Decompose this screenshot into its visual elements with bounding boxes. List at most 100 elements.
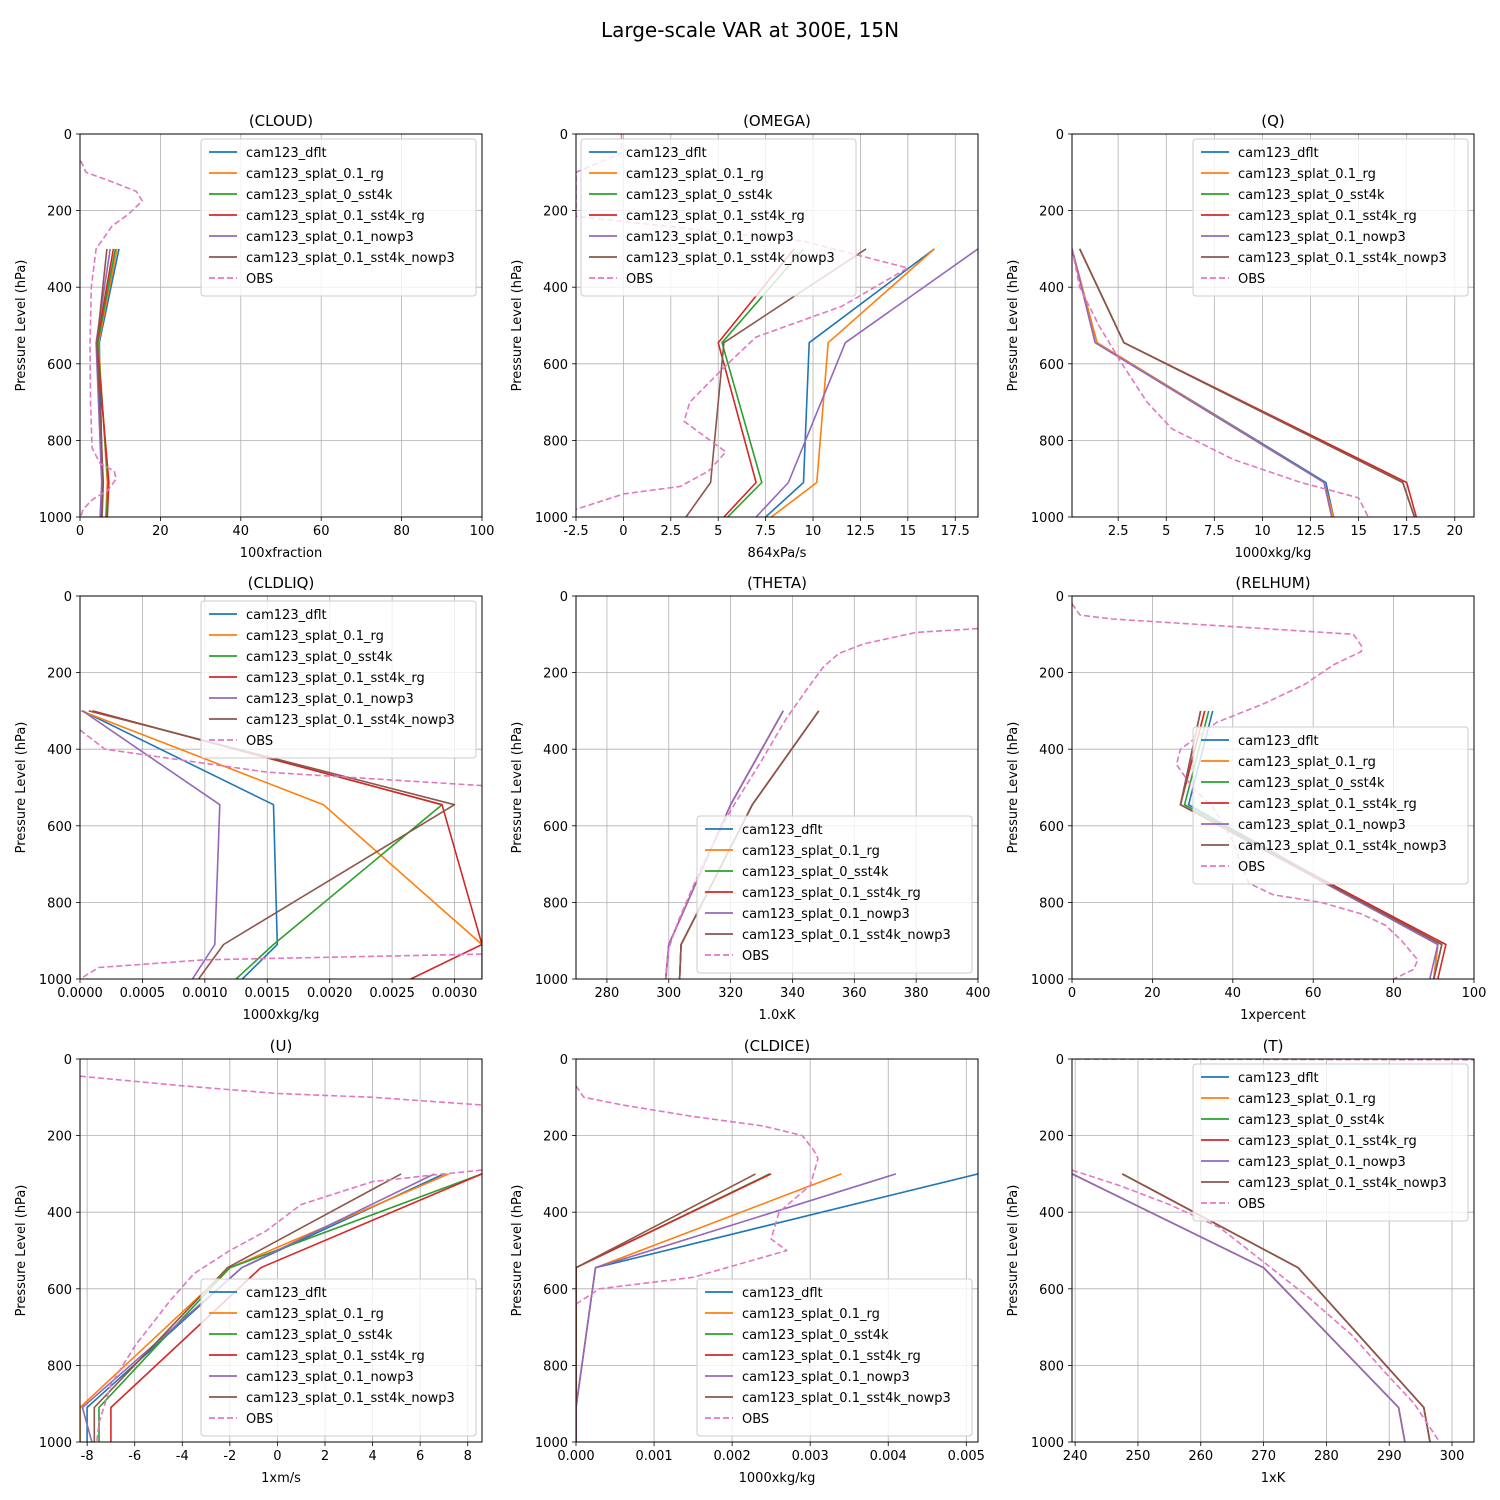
x-tick-label: 8 (464, 1449, 472, 1464)
y-tick-label: 600 (543, 358, 568, 373)
chart-panel-4: 0.0000 0.0005 0.0010 0.0015 0.0020 0.0025 0.00… (14, 574, 483, 1023)
y-tick-label: 200 (47, 667, 72, 682)
figure-title: Large-scale VAR at 300E, 15N (601, 18, 899, 42)
legend-entry: cam123_splat_0.1_sst4k_nowp3 (742, 928, 951, 943)
series-line-obs (664, 627, 978, 979)
series-group (80, 1075, 482, 1442)
y-tick-label: 1000 (535, 1436, 568, 1451)
legend: cam123_dflt cam123_splat_0.1_rg cam123_spl… (1192, 138, 1469, 297)
x-tick-label: 0.002 (714, 1449, 751, 1464)
legend-entry: cam123_splat_0.1_nowp3 (1238, 230, 1406, 245)
y-tick-label: 400 (1039, 1206, 1064, 1221)
legend-entry: cam123_splat_0.1_rg (742, 1307, 880, 1322)
legend-entry: cam123_splat_0.1_nowp3 (742, 907, 910, 922)
series-line-cam123-splat-0-1-nowp3 (95, 248, 111, 517)
legend-entry: cam123_splat_0.1_nowp3 (246, 692, 414, 707)
series-line-obs (80, 160, 144, 517)
legend-entry: cam123_splat_0.1_sst4k_nowp3 (626, 251, 835, 266)
series-line-cam123-splat-0-sst4k (98, 1173, 482, 1442)
x-tick-label: 0 (1068, 986, 1076, 1001)
series-line-cam123-splat-0-1-nowp3 (755, 248, 978, 517)
x-axis-label: 1xK (1261, 1471, 1286, 1486)
x-tick-label: 7.5 (1204, 524, 1225, 539)
y-tick-label: 800 (47, 434, 72, 449)
y-tick-label: 200 (1039, 1130, 1064, 1145)
x-tick-label: 6 (416, 1449, 424, 1464)
legend-entry: cam123_dflt (246, 1286, 327, 1301)
x-tick-label: 300 (1440, 1449, 1465, 1464)
x-tick-label: 40 (1225, 986, 1242, 1001)
x-tick-label: 320 (718, 986, 743, 1001)
x-tick-label: 340 (780, 986, 805, 1001)
axes-frame (79, 595, 483, 980)
legend-entry: cam123_dflt (742, 823, 823, 838)
legend-entry: cam123_splat_0.1_sst4k_nowp3 (742, 1391, 951, 1406)
series-line-cam123-splat-0-1-sst4k-nowp3 (1078, 248, 1416, 517)
y-tick-label: 0 (64, 128, 72, 143)
legend-entry: cam123_splat_0_sst4k (1238, 1113, 1385, 1128)
y-tick-label: 800 (1039, 896, 1064, 911)
x-tick-label: 300 (656, 986, 681, 1001)
legend-entry: cam123_dflt (246, 146, 327, 161)
legend-box (1192, 1063, 1469, 1222)
x-tick-label: -4 (176, 1449, 189, 1464)
y-tick-label: 600 (1039, 820, 1064, 835)
x-tick-label: 280 (595, 986, 620, 1001)
legend: cam123_dflt cam123_splat_0.1_rg cam123_spl… (580, 138, 857, 297)
legend-entry: cam123_splat_0_sst4k (626, 188, 773, 203)
x-axis-label: 1xpercent (1240, 1008, 1306, 1023)
panel-title: (CLOUD) (249, 112, 313, 130)
y-axis-label: Pressure Level (hPa) (1006, 722, 1021, 854)
legend-box (1192, 138, 1469, 297)
y-axis-label: Pressure Level (hPa) (510, 722, 525, 854)
x-tick-label: 12.5 (1296, 524, 1325, 539)
y-axis-label: Pressure Level (hPa) (510, 1185, 525, 1317)
y-tick-label: 200 (47, 1130, 72, 1145)
legend-entry: cam123_splat_0.1_nowp3 (742, 1370, 910, 1385)
legend-entry: OBS (246, 734, 273, 749)
y-axis-label: Pressure Level (hPa) (1006, 1185, 1021, 1317)
series-group (1072, 248, 1418, 517)
legend-entry: cam123_splat_0.1_rg (1238, 167, 1376, 182)
legend-box (200, 600, 477, 759)
y-tick-label: 0 (64, 590, 72, 605)
legend-entry: cam123_splat_0.1_rg (626, 167, 764, 182)
x-tick-label: 2 (321, 1449, 329, 1464)
chart-panel-3: 2.5 5 7.5 10 12.5 15 17.5 2002004006008001000(Q… (1006, 112, 1475, 561)
x-axis-label: 1000xkg/kg (739, 1471, 816, 1486)
series-line-cam123-splat-0-1-sst4k-rg (96, 248, 115, 517)
series-line-cam123-splat-0-1-sst4k-nowp3 (93, 1173, 402, 1442)
legend-entry: cam123_splat_0_sst4k (246, 650, 393, 665)
x-tick-label: 17.5 (941, 524, 970, 539)
y-tick-label: 1000 (39, 973, 72, 988)
x-tick-label: 5 (1162, 524, 1170, 539)
x-tick-label: 270 (1251, 1449, 1276, 1464)
chart-panel-7: -8 -6 -4 -2 0 2 4 6 8 0 200 400 600 800 1000 (U) 1xm/s Pr… (14, 1037, 483, 1486)
legend-entry: cam123_splat_0.1_sst4k_rg (1238, 209, 1417, 224)
y-tick-label: 0 (1056, 590, 1064, 605)
x-tick-label: 15 (900, 524, 917, 539)
x-tick-label: 20 (152, 524, 169, 539)
x-tick-label: 100 (1462, 986, 1487, 1001)
x-tick-label: 290 (1377, 1449, 1402, 1464)
x-axis-label: 1000xkg/kg (243, 1008, 320, 1023)
series-line-obs (80, 1075, 482, 1106)
legend-entry: cam123_splat_0.1_sst4k_rg (246, 209, 425, 224)
x-tick-label: 7.5 (755, 524, 776, 539)
y-tick-label: 400 (47, 281, 72, 296)
legend-entry: cam123_dflt (742, 1286, 823, 1301)
legend-entry: cam123_splat_0.1_sst4k_rg (246, 1349, 425, 1364)
y-tick-label: 800 (1039, 1359, 1064, 1374)
series-line-obs (1072, 1169, 1441, 1442)
chart-panel-8: 0.000 0.001 0.002 0.003 0.004 0.005 0 200 400 600… (510, 1037, 985, 1486)
x-tick-label: 2.5 (1108, 524, 1129, 539)
x-tick-label: -8 (81, 1449, 94, 1464)
x-tick-label: 0.000 (557, 1449, 594, 1464)
x-tick-label: -6 (128, 1449, 141, 1464)
y-tick-label: 600 (543, 820, 568, 835)
legend-entry: cam123_splat_0.1_rg (1238, 755, 1376, 770)
panel-title: (CLDLIQ) (248, 574, 315, 592)
legend-entry: cam123_splat_0_sst4k (246, 188, 393, 203)
chart-panel-5: 280 300 320 340 360 380 400 0 200 400 600 800 1000 (T… (510, 574, 990, 1023)
